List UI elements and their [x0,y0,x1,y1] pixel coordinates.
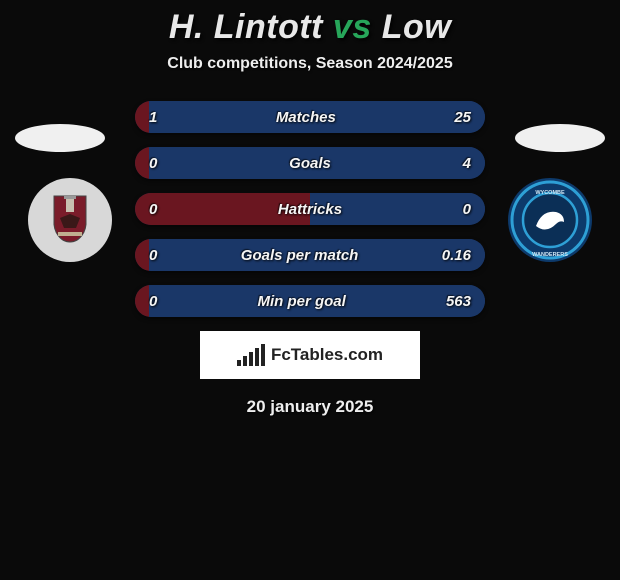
brand-box[interactable]: FcTables.com [200,331,420,379]
stat-row: 0Hattricks0 [135,193,485,225]
stat-right-value: 0.16 [442,247,471,264]
stat-right-value: 25 [454,109,471,126]
competition-subtitle: Club competitions, Season 2024/2025 [0,55,620,73]
report-date: 20 january 2025 [0,397,620,417]
stat-row: 1Matches25 [135,101,485,133]
stat-right-value: 4 [463,155,471,172]
player1-name: H. Lintott [169,8,323,46]
player2-name: Low [382,8,451,46]
stat-row: 0Min per goal563 [135,285,485,317]
stat-row: 0Goals per match0.16 [135,239,485,271]
stat-label: Goals [157,155,462,172]
svg-text:WYCOMBE: WYCOMBE [535,190,565,196]
bars-icon [237,344,265,366]
stat-right-value: 563 [446,293,471,310]
stat-left-value: 1 [149,109,157,126]
stat-fill-left [135,101,149,133]
stat-left-value: 0 [149,155,157,172]
stat-label: Goals per match [157,247,441,264]
vs-text: vs [323,8,382,46]
stat-left-value: 0 [149,247,157,264]
stat-label: Min per goal [157,293,446,310]
stat-fill-left [135,239,149,271]
stat-left-value: 0 [149,293,157,310]
stat-label: Hattricks [157,201,462,218]
stat-fill-left [135,147,149,179]
stats-list: 1Matches250Goals40Hattricks00Goals per m… [135,101,485,317]
stat-row: 0Goals4 [135,147,485,179]
svg-text:WANDERERS: WANDERERS [532,252,568,258]
stat-left-value: 0 [149,201,157,218]
player2-photo [515,124,605,152]
stat-fill-left [135,285,149,317]
club-logo-right: WYCOMBE WANDERERS [508,178,592,262]
club-logo-left [28,178,112,262]
stat-label: Matches [157,109,454,126]
stat-right-value: 0 [463,201,471,218]
brand-text: FcTables.com [271,345,383,365]
comparison-title: H. Lintott vs Low [0,8,620,47]
player1-photo [15,124,105,152]
